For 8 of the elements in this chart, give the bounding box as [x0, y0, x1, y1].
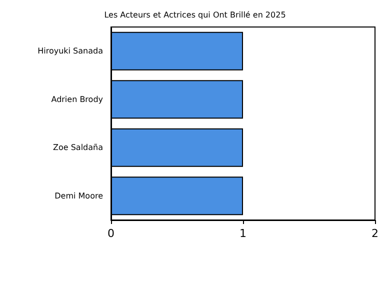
x-tick-label: 2	[372, 227, 378, 240]
x-tick-label: 0	[108, 227, 114, 240]
y-tick-label: Hiroyuki Sanada	[38, 46, 104, 56]
y-tick-label: Zoe Saldaña	[53, 143, 104, 152]
chart-title: Les Acteurs et Actrices qui Ont Brillé en 2025	[104, 10, 286, 20]
y-tick-label: Demi Moore	[54, 191, 104, 200]
y-tick-label: Adrien Brody	[51, 94, 104, 104]
x-tick-label: 1	[240, 227, 246, 240]
